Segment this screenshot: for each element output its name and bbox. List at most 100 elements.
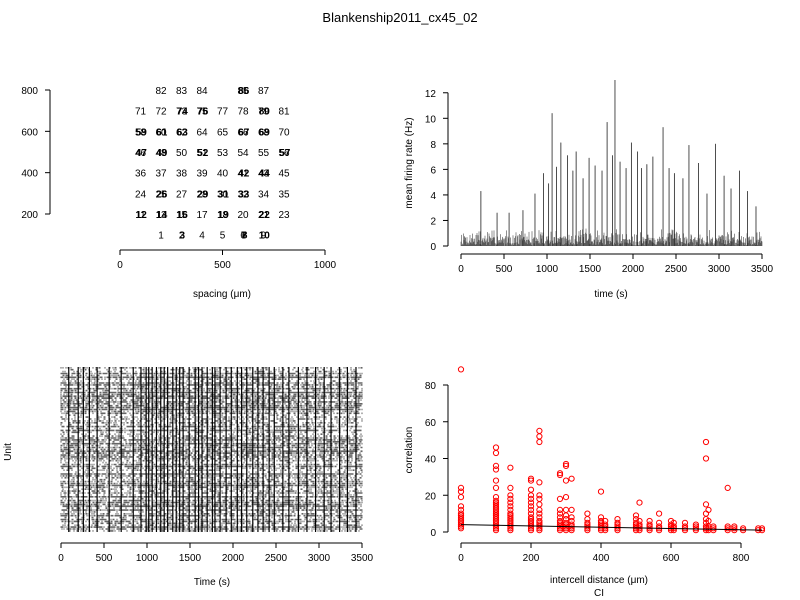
rate-x-tick-label: 0 bbox=[458, 264, 464, 275]
electrode-label: 27 bbox=[176, 189, 188, 200]
corr-point bbox=[584, 510, 591, 517]
electrode-label: 12 bbox=[136, 210, 148, 221]
corr-point bbox=[562, 494, 570, 501]
corr-point bbox=[507, 495, 514, 502]
corr-point bbox=[536, 492, 543, 499]
electrode-label: 11 bbox=[135, 210, 146, 221]
electrode-label: 51 bbox=[196, 148, 208, 159]
electrode-label: 25 bbox=[155, 189, 167, 200]
corr-subxlabel: CI bbox=[594, 588, 604, 599]
electrode-label: 7 bbox=[241, 231, 247, 242]
electrode-label: 48 bbox=[155, 148, 167, 159]
electrode-label: 64 bbox=[196, 127, 208, 138]
electrode-label: 22 bbox=[259, 210, 271, 221]
rate-x-tick-label: 3500 bbox=[751, 264, 774, 275]
corr-point bbox=[536, 495, 543, 502]
corr-point bbox=[457, 488, 465, 495]
electrode-label: 66 bbox=[237, 127, 249, 138]
raster-xlabel: Time (s) bbox=[194, 577, 230, 588]
electrode-label: 54 bbox=[237, 148, 249, 159]
electrode-label: 63 bbox=[177, 127, 189, 138]
layout-y-tick-label: 600 bbox=[21, 127, 38, 138]
corr-point bbox=[556, 506, 564, 513]
correlation-panel: 0 200 400 600 800 0 20 40 60 80 bbox=[425, 366, 766, 564]
raster-x-tick-label: 2500 bbox=[265, 553, 288, 564]
corr-point bbox=[758, 525, 766, 532]
corr-point bbox=[507, 464, 514, 471]
electrode-label: 37 bbox=[155, 169, 167, 180]
electrode-label: 20 bbox=[237, 210, 249, 221]
corr-x-tick-label: 600 bbox=[663, 553, 680, 564]
raster-spikes bbox=[60, 367, 363, 532]
firing-rate-panel: 0 500 1000 1500 2000 2500 3000 3500 0 2 4 6 8 10 12 bbox=[425, 80, 774, 275]
electrode-label: 17 bbox=[196, 210, 208, 221]
electrode-label: 70 bbox=[278, 127, 290, 138]
layout-y-tick-label: 200 bbox=[21, 210, 38, 221]
electrode-label: 39 bbox=[196, 169, 208, 180]
rate-y-tick-label: 8 bbox=[430, 140, 436, 151]
corr-point bbox=[527, 486, 535, 493]
corr-point bbox=[492, 444, 500, 451]
corr-point bbox=[457, 484, 465, 491]
corr-point bbox=[556, 495, 564, 502]
corr-point bbox=[568, 525, 575, 532]
corr-point bbox=[597, 488, 605, 495]
electrode-label: 4 bbox=[199, 231, 205, 242]
corr-point bbox=[656, 523, 663, 530]
corr-point bbox=[556, 470, 564, 477]
electrode-label: 73 bbox=[176, 107, 188, 118]
corr-point bbox=[507, 523, 514, 530]
corr-point bbox=[568, 514, 575, 521]
corr-point bbox=[527, 527, 535, 534]
corr-point bbox=[556, 525, 564, 532]
rate-y-tick-label: 6 bbox=[430, 165, 436, 176]
corr-point bbox=[536, 527, 543, 534]
corr-point bbox=[670, 527, 677, 534]
electrode-label: 40 bbox=[217, 169, 229, 180]
electrode-label: 33 bbox=[238, 189, 250, 200]
electrode-label: 6 bbox=[240, 231, 246, 242]
electrode-label: 44 bbox=[259, 169, 271, 180]
corr-point bbox=[705, 506, 712, 513]
electrode-label: 56 bbox=[278, 148, 290, 159]
corr-point bbox=[457, 366, 465, 373]
raster-x-tick-label: 3500 bbox=[351, 553, 374, 564]
corr-point bbox=[632, 523, 640, 530]
corr-point bbox=[562, 512, 570, 519]
raster-ylabel: Unit bbox=[3, 443, 14, 461]
rate-y-tick-label: 4 bbox=[430, 191, 436, 202]
electrode-label: 75 bbox=[196, 107, 208, 118]
corr-point bbox=[556, 527, 564, 534]
corr-xlabel: intercell distance (μm) bbox=[550, 575, 648, 586]
corr-point bbox=[492, 462, 500, 469]
electrode-label: 49 bbox=[156, 148, 168, 159]
corr-point bbox=[731, 523, 738, 530]
corr-point bbox=[681, 527, 689, 534]
corr-x-tick-label: 400 bbox=[593, 553, 610, 564]
electrode-label: 47 bbox=[136, 148, 148, 159]
rate-xlabel: time (s) bbox=[594, 289, 627, 300]
corr-point bbox=[692, 525, 700, 532]
figure-title: Blankenship2011_cx45_02 bbox=[322, 10, 477, 25]
corr-point bbox=[568, 527, 575, 534]
corr-point bbox=[614, 525, 621, 532]
corr-point bbox=[731, 525, 738, 532]
raster-x-tick-label: 500 bbox=[96, 553, 113, 564]
electrode-label: 26 bbox=[156, 189, 168, 200]
corr-point bbox=[670, 523, 677, 530]
layout-x-tick-label: 500 bbox=[214, 260, 231, 271]
electrode-label: 83 bbox=[176, 86, 188, 97]
electrode-label: 19 bbox=[218, 210, 230, 221]
layout-xlabel: spacing (μm) bbox=[193, 289, 251, 300]
corr-point bbox=[702, 438, 710, 446]
rate-x-tick-label: 2500 bbox=[665, 264, 688, 275]
electrode-label: 67 bbox=[238, 127, 250, 138]
corr-point bbox=[536, 438, 543, 446]
electrode-label: 60 bbox=[155, 127, 167, 138]
corr-point bbox=[507, 499, 514, 506]
corr-point bbox=[507, 527, 514, 534]
electrode-label: 58 bbox=[135, 127, 147, 138]
layout-x-tick-label: 0 bbox=[117, 260, 123, 271]
corr-point bbox=[702, 501, 710, 508]
layout-y-tick-label: 800 bbox=[21, 86, 38, 97]
